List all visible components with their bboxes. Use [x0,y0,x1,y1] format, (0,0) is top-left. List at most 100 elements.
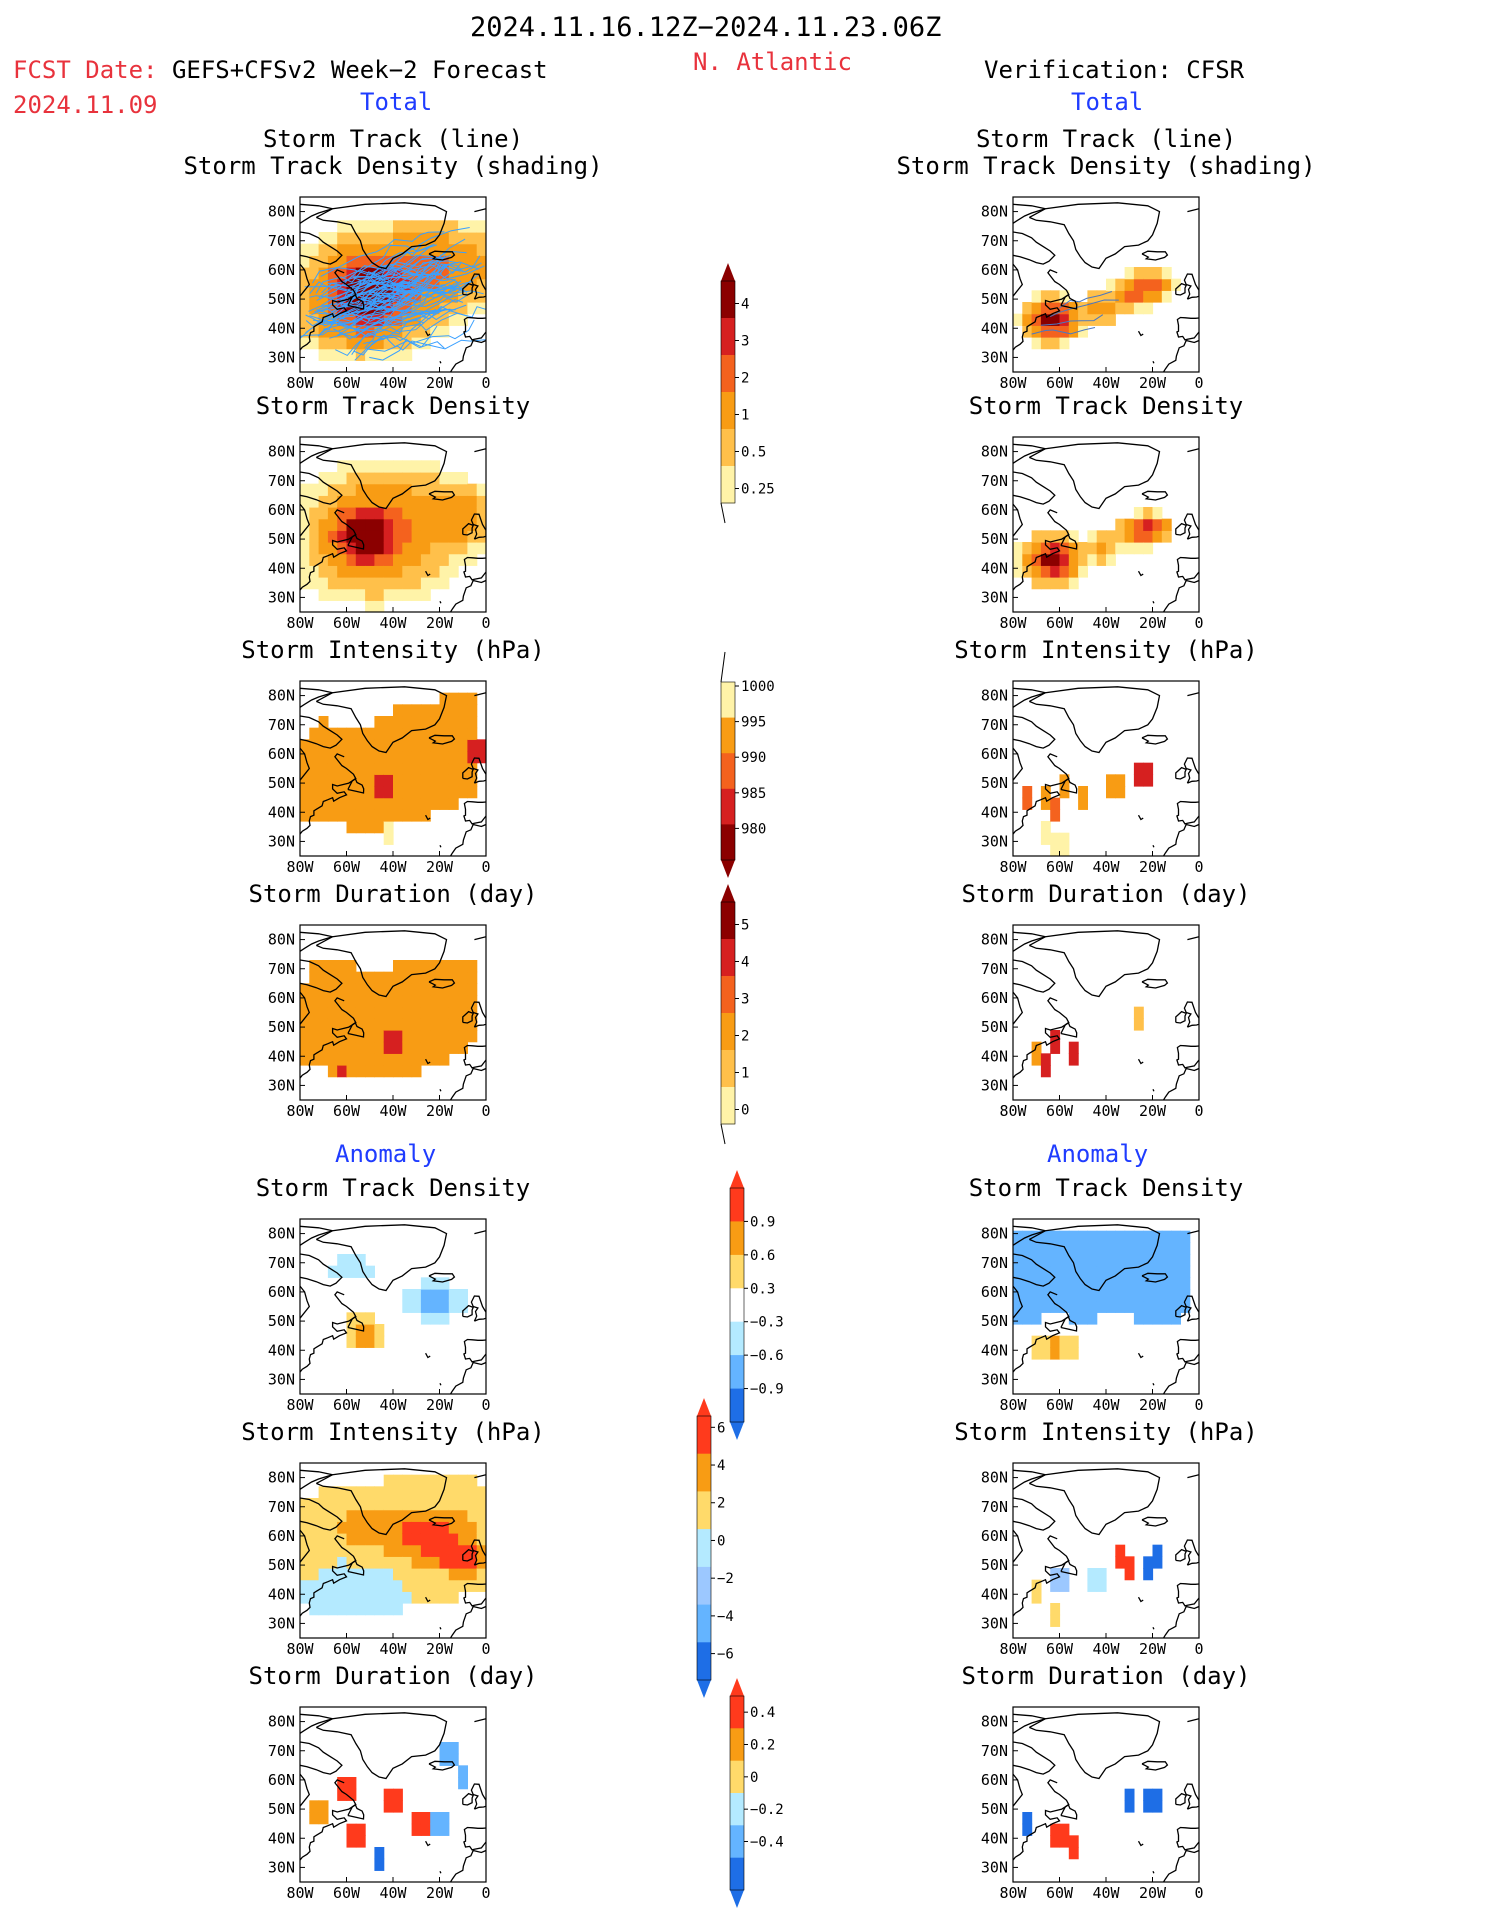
grid-cell [383,588,394,601]
grid-cell [327,507,338,520]
grid-cell [327,348,338,361]
grid-cell [439,1053,450,1066]
grid-cell [383,1544,394,1557]
grid-cell [430,577,441,590]
grid-cell [337,1498,348,1511]
lat-tick-label: 60N [268,989,295,1007]
colorbar-swatch [721,466,735,504]
grid-cell [383,809,394,822]
grid-cell [1031,1041,1042,1054]
grid-cell [337,1591,348,1604]
grid-cell [420,337,431,350]
grid-cell [1171,278,1181,291]
grid-cell [448,739,459,752]
lon-tick-label: 60W [333,1396,361,1414]
grid-cell [1013,1277,1023,1290]
colorbar-label: 4 [741,297,749,313]
grid-cell [1161,1289,1172,1302]
grid-cell [1106,542,1116,555]
grid-cell [1133,290,1144,303]
grid-cell [439,472,450,485]
grid-cell [346,1835,357,1848]
grid-cell [411,472,422,485]
grid-cell [458,255,468,268]
coastline [428,978,456,989]
grid-cell [1040,1242,1051,1255]
grid-cell [374,1498,385,1511]
grid-cell [458,1521,468,1534]
coastline [428,250,456,261]
grid-cell [346,255,357,268]
colorbar-swatch [721,355,735,393]
grid-cell [374,255,385,268]
coastline [300,753,357,835]
forecast-total-duration-title-line-1: Storm Duration (day) [249,880,538,908]
grid-cell [439,313,450,326]
grid-cell [1031,577,1042,590]
grid-cell [374,797,385,810]
grid-cell [365,290,375,303]
grid-cell [1031,1289,1042,1302]
grid-cell [1031,1591,1042,1604]
grid-cell [365,1312,375,1325]
grid-cell [430,483,441,496]
grid-cell [1078,542,1088,555]
grid-cell [439,1474,450,1487]
grid-cell [1106,1289,1116,1302]
grid-cell [439,553,450,566]
grid-cell [365,762,375,775]
lat-tick-label: 50N [981,1018,1008,1036]
grid-cell [327,1486,338,1499]
grid-cell [309,727,320,740]
grid-cell [467,1498,478,1511]
grid-cell [1096,1265,1107,1278]
grid-cell [327,1265,338,1278]
grid-cell [420,1474,431,1487]
grid-cell [439,692,450,705]
grid-cell [393,797,403,810]
grid-cell [327,1053,338,1066]
coastline [474,448,486,453]
grid-cell [420,1544,431,1557]
grid-cell [430,1030,441,1043]
lon-tick-label: 20W [1139,614,1167,632]
grid-cell [430,553,441,566]
coastline [1013,443,1046,464]
grid-cell [1143,1312,1154,1325]
grid-cell [355,325,366,338]
grid-cell [383,337,394,350]
coastline [347,1803,365,1820]
lon-tick-label: 20W [1139,1884,1167,1902]
coastline [1013,1285,1024,1319]
coastline [474,692,486,697]
grid-cell [346,739,357,752]
grid-cell [393,220,403,233]
colorbar-label: 0 [750,1770,758,1786]
grid-cell [327,278,338,291]
grid-cell [383,1065,394,1078]
coastline [347,777,365,794]
grid-cell [467,267,478,280]
grid-cell [355,983,366,996]
storm-track [309,243,435,295]
grid-cell [383,507,394,520]
coastline [347,1559,365,1576]
grid-cell [383,739,394,752]
grid-cell [365,1486,375,1499]
grid-cell [458,278,468,291]
grid-cell [402,786,413,799]
colorbar-label: 0.4 [750,1705,775,1721]
grid-cell [1078,1265,1088,1278]
grid-cell [1068,1242,1079,1255]
colorbar-head [720,651,726,683]
grid-cell [309,1800,320,1813]
coastline [449,1067,486,1100]
grid-cell [309,1498,320,1511]
grid-cell [365,809,375,822]
grid-cell [365,727,375,740]
grid-cell [1087,542,1098,555]
grid-cell [458,692,468,705]
grid-cell [337,232,348,245]
grid-cell [365,565,375,578]
lon-tick-label: 80W [286,1884,314,1902]
